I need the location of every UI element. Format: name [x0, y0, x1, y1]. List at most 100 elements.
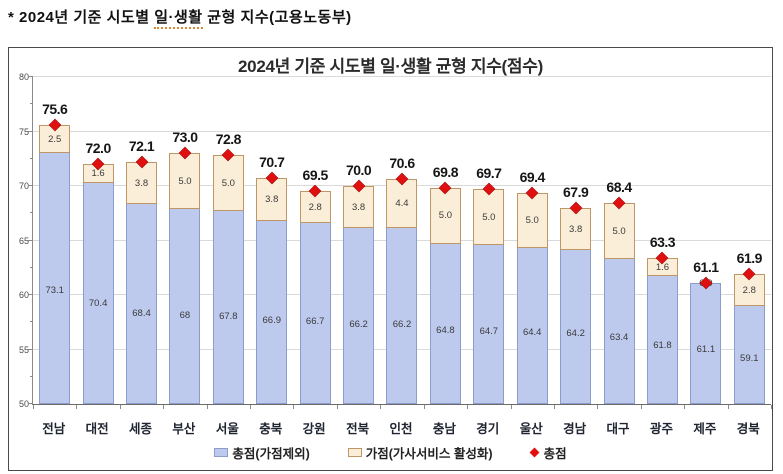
bonus-value-label: 2.8	[308, 201, 322, 213]
x-axis-tick	[467, 405, 469, 409]
bar-group: 61.8 1.6 63.3	[641, 77, 684, 404]
total-value-label: 69.8	[432, 164, 459, 181]
base-value-label: 63.4	[609, 332, 629, 344]
bar-bonus-segment	[429, 188, 461, 244]
base-value-label: 61.1	[696, 343, 716, 355]
total-value-label: 72.0	[85, 140, 111, 157]
bar-group: 66.2 4.4 70.6	[380, 77, 423, 404]
x-axis-category-label: 부산	[172, 422, 196, 436]
gridline	[33, 130, 771, 132]
total-value-label: 61.1	[693, 259, 719, 276]
annotation-prefix: * 2024년 기준 시도별	[8, 9, 155, 26]
bar-base-segment	[256, 219, 288, 404]
y-axis-label: 50	[18, 399, 29, 409]
bonus-value-label: 5.0	[612, 225, 626, 237]
x-axis-tick	[423, 405, 425, 409]
x-axis-category-label: 충남	[432, 422, 456, 436]
bar-bonus-segment	[169, 153, 201, 209]
x-axis-tick	[250, 405, 252, 409]
base-value-label: 67.8	[219, 310, 238, 322]
base-value-label: 68.4	[132, 307, 151, 319]
base-score-swatch-icon	[214, 448, 229, 457]
bar-group: 59.1 2.8 61.9	[728, 77, 771, 404]
bar-base-segment	[169, 207, 201, 404]
y-axis-tick	[28, 348, 33, 350]
x-axis-category-label: 제주	[693, 422, 717, 436]
y-axis-minor-tick	[30, 266, 33, 268]
total-value-label: 72.1	[128, 138, 155, 155]
bar-base-segment	[299, 221, 331, 404]
base-value-label: 59.1	[740, 353, 759, 365]
x-axis-tick	[293, 405, 295, 409]
x-axis-labels: 전남 대전 세종 부산 서울 충북 강원 전북 인천 충남 경기 울산 경남 대구 광주 제주 경북	[32, 418, 770, 436]
bar-bonus-segment	[733, 274, 765, 306]
annotation-underlined-term: 일·생활	[154, 9, 203, 29]
bar-bonus-segment	[603, 203, 635, 259]
bar-base-segment	[473, 243, 505, 404]
bonus-value-label: 3.8	[569, 223, 583, 235]
gridline	[33, 76, 771, 77]
bonus-value-label: 1.6	[91, 167, 105, 179]
bar-group: 66.2 3.8 70.0	[337, 77, 380, 404]
legend-label-bonus-score: 가점(가사서비스 활성화)	[365, 447, 493, 461]
y-axis-minor-tick	[30, 212, 33, 214]
bar-group: 66.9 3.8 70.7	[250, 77, 293, 404]
bar-base-segment	[212, 209, 244, 404]
bar-base-segment	[733, 304, 765, 404]
base-value-label: 64.7	[479, 325, 499, 337]
y-axis-label: 65	[18, 235, 29, 246]
bar-group: 73.1 2.5 75.6	[33, 77, 76, 404]
x-axis-tick	[33, 405, 34, 409]
base-value-label: 64.2	[566, 328, 585, 340]
x-axis-tick	[206, 405, 208, 409]
bonus-value-label: 5.0	[438, 210, 453, 222]
y-axis-tick	[28, 185, 33, 186]
total-value-label: 69.4	[519, 168, 546, 185]
y-axis-label: 80	[18, 72, 29, 82]
total-value-label: 61.9	[736, 250, 763, 267]
total-value-label: 75.6	[42, 100, 68, 117]
bar-group: 61.10.061.1	[684, 77, 727, 404]
x-axis-category-label: 강원	[302, 422, 326, 436]
bonus-value-label: 5.0	[525, 214, 539, 226]
bar-base-segment	[39, 152, 71, 404]
bar-group: 70.4 1.6 72.0	[76, 77, 119, 404]
total-value-label: 68.4	[606, 179, 632, 196]
bonus-value-label: 4.4	[395, 198, 409, 210]
legend-item-base-score: 총점(가점제외)	[214, 443, 310, 462]
y-axis-tick	[28, 239, 33, 241]
base-value-label: 66.2	[349, 318, 368, 330]
total-value-label: 70.0	[345, 162, 372, 178]
x-axis-tick	[380, 405, 382, 409]
y-axis-minor-tick	[30, 157, 33, 159]
legend-item-total-score: 총점	[529, 443, 567, 462]
total-value-label: 63.3	[649, 233, 676, 250]
legend-label-base-score: 총점(가점제외)	[232, 447, 310, 461]
chart-annotation: * 2024년 기준 시도별 일·생활 균형 지수(고용노동부)	[8, 6, 352, 29]
bar-group: 64.7 5.0 69.7	[467, 77, 510, 404]
x-axis-tick	[76, 405, 78, 409]
base-value-label: 66.9	[262, 315, 282, 327]
total-score-diamond-icon	[529, 447, 540, 458]
total-value-label: 70.7	[259, 154, 285, 171]
bar-group: 68 5.0 73.0	[163, 77, 206, 404]
x-axis-category-label: 전남	[42, 422, 66, 436]
bar-base-segment	[386, 227, 418, 404]
bonus-value-label: 5.0	[178, 175, 192, 187]
bar-group: 63.4 5.0 68.4	[597, 77, 640, 404]
annotation-suffix: 균형 지수(고용노동부)	[202, 9, 352, 26]
x-axis-tick	[163, 405, 165, 409]
bonus-value-label: 3.8	[134, 177, 149, 189]
chart-title: 2024년 기준 시도별 일·생활 균형 지수(점수)	[238, 57, 543, 76]
y-axis-tick	[28, 130, 33, 132]
bar-group: 64.4 5.0 69.4	[511, 77, 554, 404]
y-axis-minor-tick	[30, 375, 33, 377]
x-axis-tick	[553, 405, 555, 409]
bonus-value-label: 5.0	[221, 177, 235, 189]
x-axis-category-label: 전북	[346, 422, 370, 436]
bar-group: 68.4 3.8 72.1	[120, 77, 163, 404]
bonus-value-label: 2.8	[742, 284, 756, 296]
x-axis-category-label: 광주	[649, 422, 673, 436]
x-axis-category-label: 서울	[215, 422, 239, 436]
total-value-label: 73.0	[172, 129, 198, 146]
